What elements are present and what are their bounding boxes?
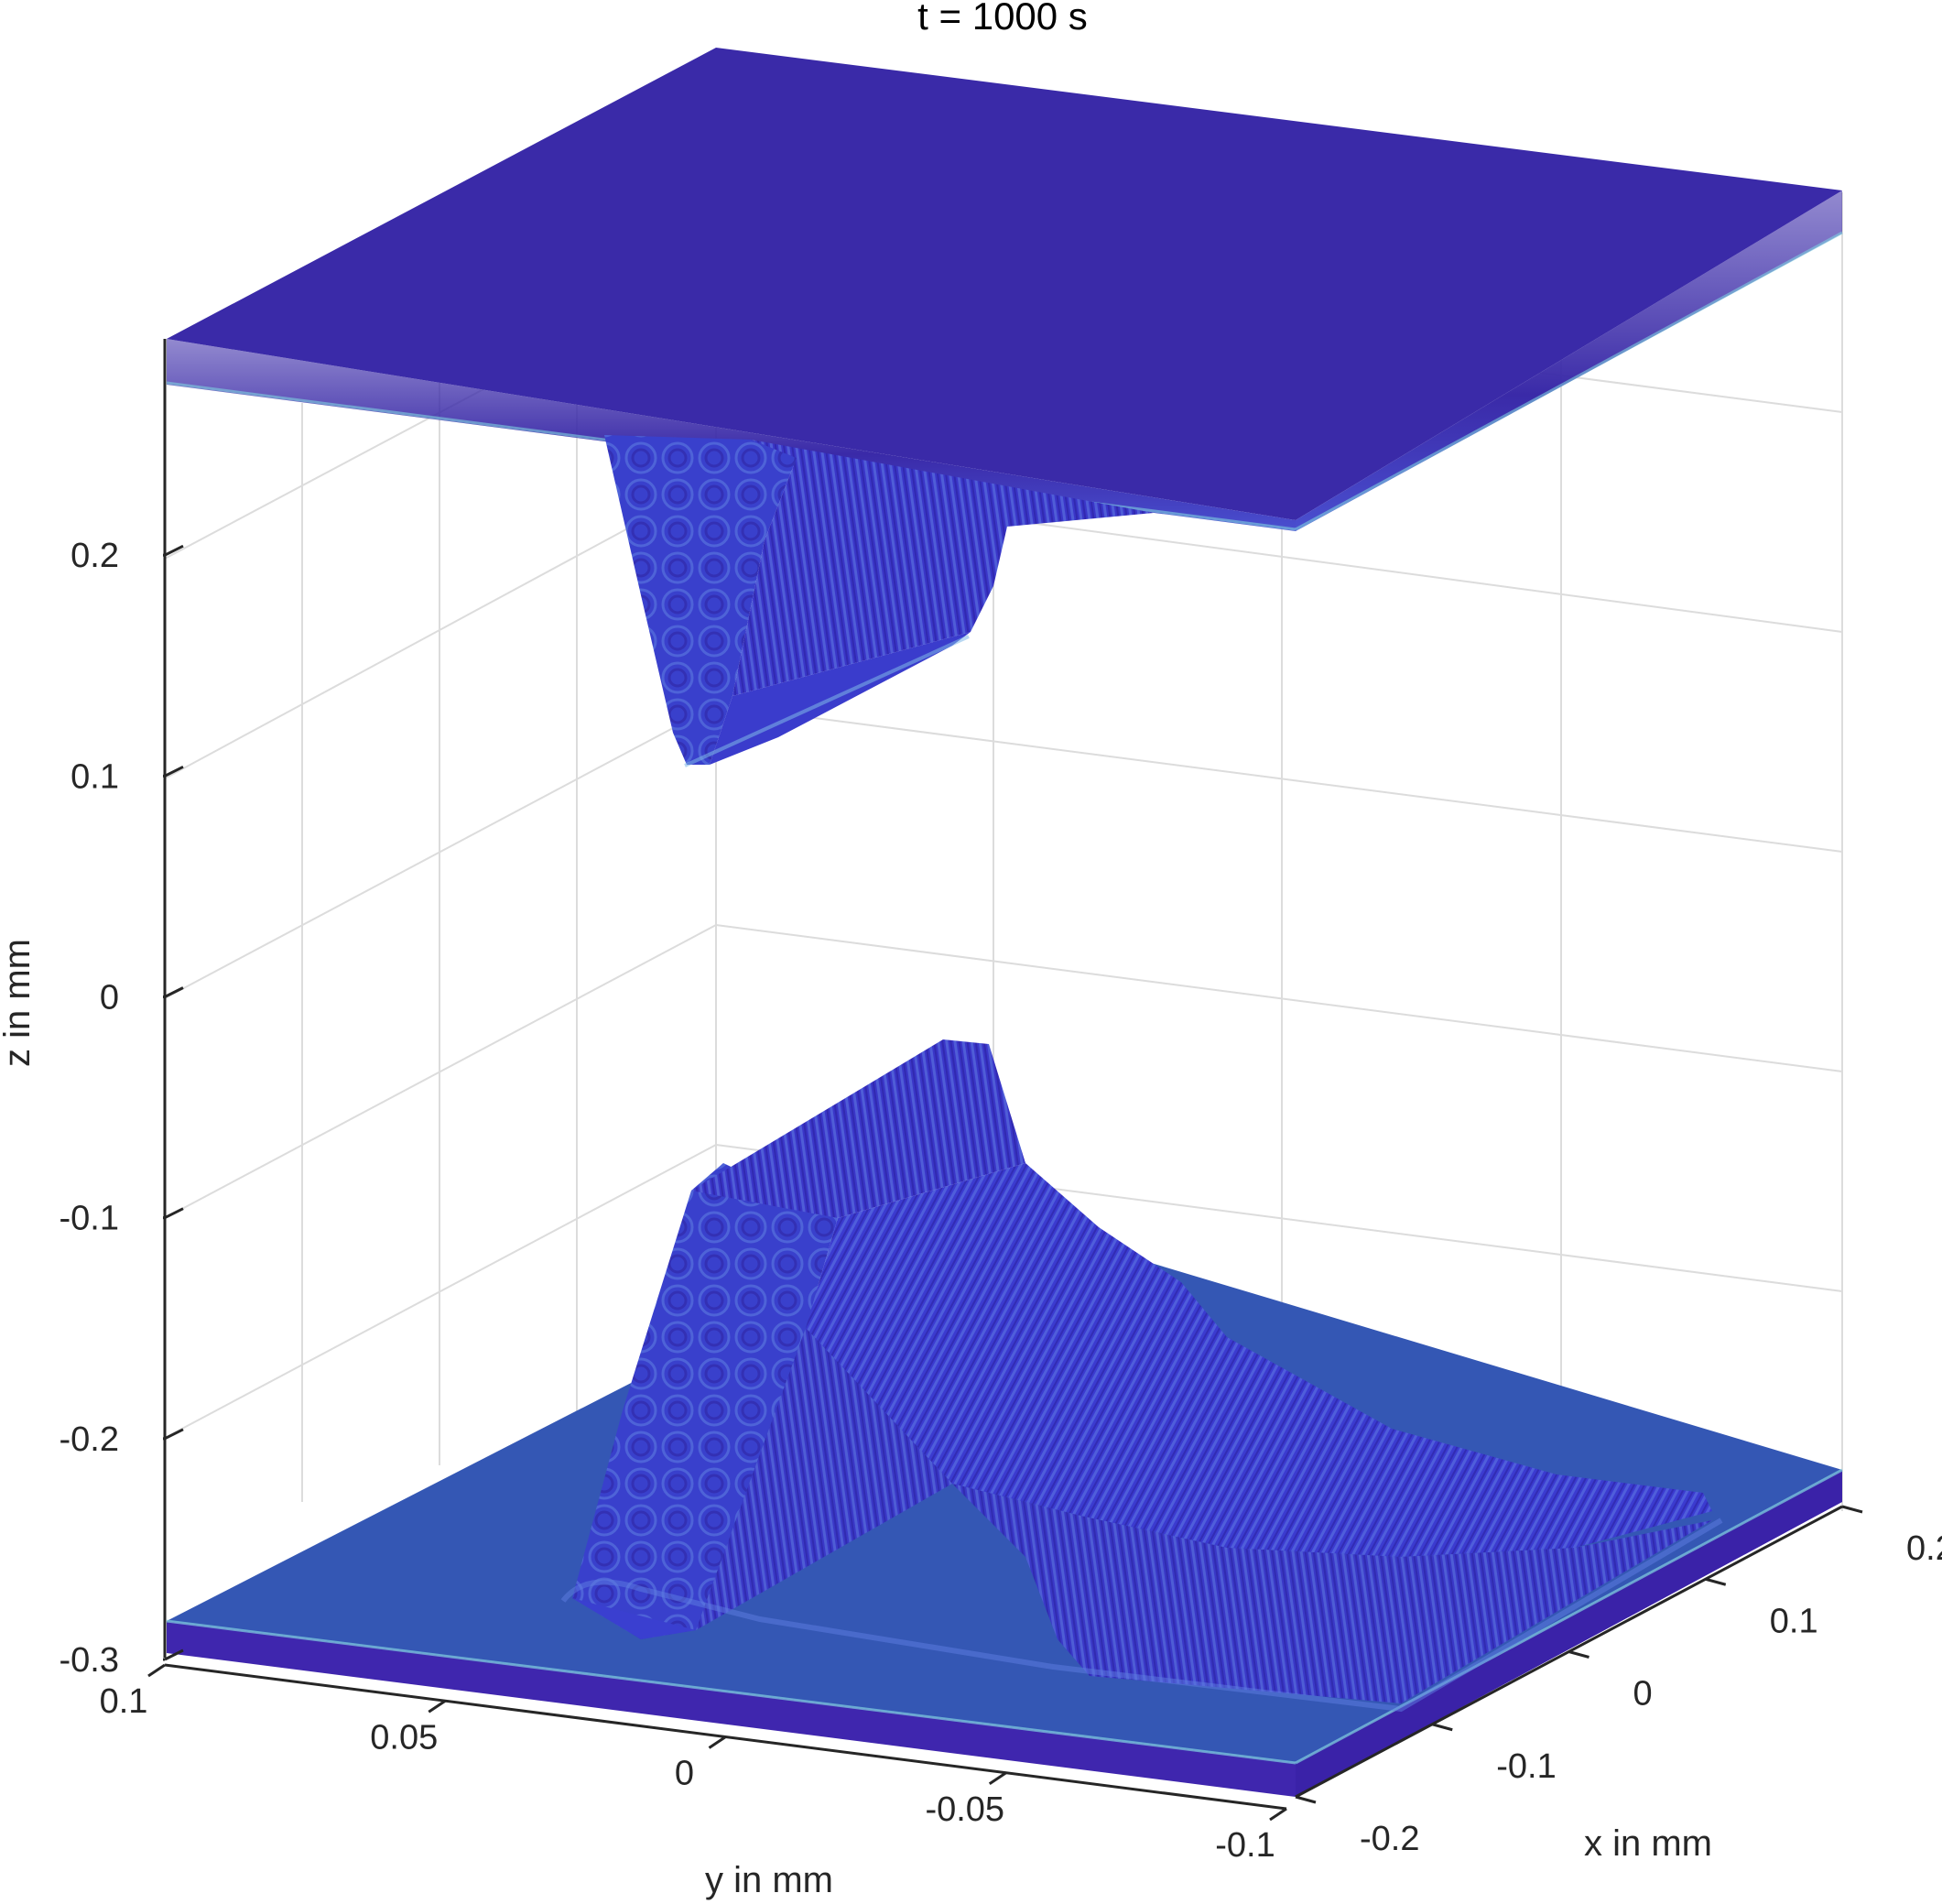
x-tick-label: 0 — [1633, 1675, 1653, 1714]
z-tick — [164, 1428, 184, 1441]
x-tick-label: -0.1 — [1496, 1747, 1556, 1786]
chart-title: t = 1000 s — [917, 0, 1088, 38]
y-tick — [1269, 1807, 1287, 1822]
y-tick — [708, 1735, 727, 1749]
wedge-left-face — [604, 435, 797, 765]
x-tick — [1295, 1795, 1317, 1804]
y-tick — [147, 1663, 166, 1678]
z-tick-label: 0 — [100, 979, 119, 1017]
x-tick-label: -0.2 — [1360, 1820, 1419, 1858]
z-tick-label: -0.3 — [60, 1641, 119, 1680]
y-tick — [988, 1771, 1007, 1785]
x-tick — [1841, 1505, 1863, 1514]
y-tick-label: 0 — [675, 1755, 694, 1793]
wedge-right-face — [732, 440, 1154, 696]
z-axis-label: z in mm — [0, 939, 38, 1067]
ridge-left-wall — [572, 1163, 838, 1639]
z-tick — [164, 1648, 184, 1661]
tick-marks — [147, 544, 1863, 1822]
y-tick-label: 0.05 — [370, 1718, 438, 1757]
z-tick-label: 0.2 — [71, 537, 119, 575]
y-tick-label: 0.1 — [100, 1682, 148, 1721]
ridge-slope — [806, 1163, 1712, 1557]
x-axis-label: x in mm — [1584, 1823, 1712, 1864]
x-tick — [1431, 1723, 1453, 1732]
x-tick — [1568, 1650, 1589, 1659]
y-tick-label: -0.05 — [925, 1790, 1004, 1829]
bottom-structure — [560, 1039, 1723, 1713]
z-tick — [164, 765, 184, 778]
ridge-front-face — [696, 1328, 1712, 1703]
z-tick-label: 0.1 — [71, 757, 119, 796]
top-structure — [604, 435, 1154, 767]
tick-labels: -0.3 -0.2 -0.1 0 0.1 0.2 0.1 0.05 0 -0.05 -0.1 -0.2… — [60, 537, 1942, 1865]
ridge-foot — [572, 1598, 751, 1639]
z-tick-label: -0.2 — [60, 1420, 119, 1459]
y-axis-label: y in mm — [705, 1860, 833, 1900]
z-tick — [164, 986, 184, 998]
z-tick-label: -0.1 — [60, 1200, 119, 1238]
y-tick-label: -0.1 — [1215, 1826, 1275, 1865]
x-tick-label: 0.2 — [1906, 1529, 1942, 1568]
top-plate — [166, 48, 1843, 531]
x-tick — [1705, 1577, 1727, 1586]
z-tick — [164, 544, 184, 557]
ridge-crest — [691, 1039, 1025, 1218]
y-tick — [428, 1700, 447, 1714]
z-tick — [164, 1207, 184, 1220]
x-tick-label: 0.1 — [1770, 1602, 1818, 1640]
